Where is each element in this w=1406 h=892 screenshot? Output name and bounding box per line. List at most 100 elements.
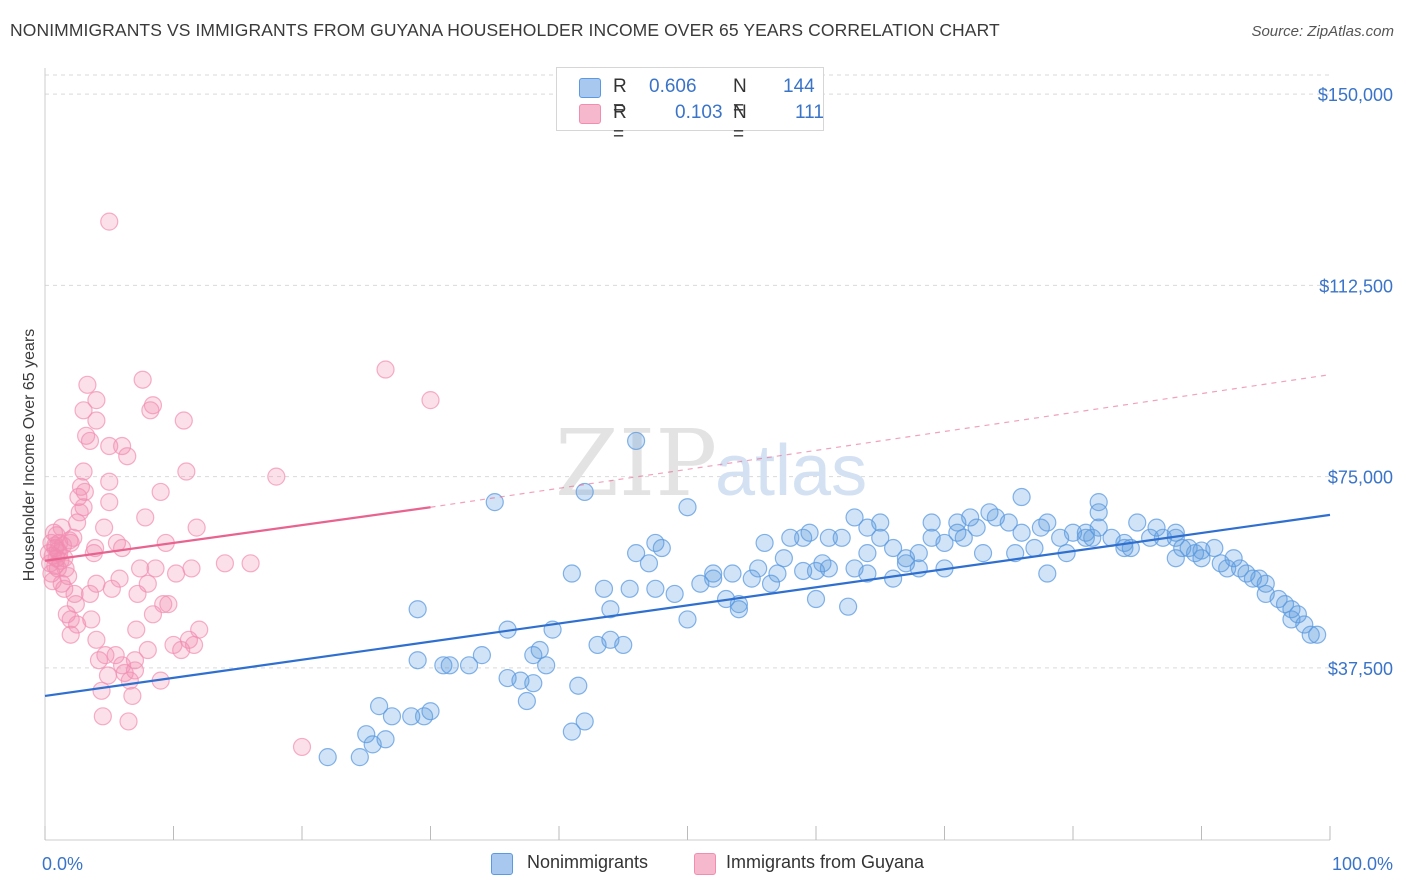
data-point-nonimmigrant xyxy=(973,544,993,563)
legend-swatch-pink xyxy=(579,104,601,124)
legend-r-label: R = xyxy=(613,102,627,145)
data-point-nonimmigrant xyxy=(819,528,838,547)
data-point-nonimmigrant xyxy=(1038,513,1057,532)
source-label: Source: ZipAtlas.com xyxy=(1251,23,1394,40)
data-point-guyana xyxy=(100,212,119,231)
data-point-guyana xyxy=(87,574,106,593)
data-point-nonimmigrant xyxy=(408,600,427,619)
data-point-guyana xyxy=(112,436,132,456)
data-point-guyana xyxy=(215,554,234,573)
data-point-nonimmigrant xyxy=(626,431,646,451)
data-point-nonimmigrant xyxy=(935,533,954,553)
data-point-nonimmigrant xyxy=(1224,549,1243,568)
data-point-nonimmigrant xyxy=(614,635,633,655)
data-point-nonimmigrant xyxy=(569,676,588,695)
data-point-guyana xyxy=(138,574,157,593)
data-point-nonimmigrant xyxy=(961,508,980,527)
data-point-guyana xyxy=(92,681,111,700)
data-point-nonimmigrant xyxy=(350,748,369,767)
data-point-guyana xyxy=(159,595,178,614)
data-point-guyana xyxy=(112,538,132,558)
data-point-guyana xyxy=(106,646,125,665)
data-point-guyana xyxy=(118,447,137,466)
data-point-guyana xyxy=(187,518,206,537)
data-point-nonimmigrant xyxy=(530,640,549,660)
data-point-nonimmigrant xyxy=(1025,538,1044,558)
data-point-guyana xyxy=(123,686,142,706)
data-point-nonimmigrant xyxy=(781,528,800,547)
data-point-guyana xyxy=(61,625,80,644)
data-point-nonimmigrant xyxy=(575,482,594,502)
data-point-guyana xyxy=(78,375,97,394)
data-point-nonimmigrant xyxy=(678,610,697,629)
data-point-guyana xyxy=(87,391,106,410)
data-point-nonimmigrant xyxy=(1089,503,1108,522)
data-point-guyana xyxy=(70,503,89,522)
legend-n-label: N = xyxy=(733,102,747,145)
data-point-nonimmigrant xyxy=(871,528,890,547)
data-point-nonimmigrant xyxy=(678,498,697,517)
trend-line-guyana xyxy=(44,506,431,562)
data-point-nonimmigrant xyxy=(729,600,749,619)
data-point-guyana xyxy=(100,472,119,491)
x-tick-label-right: 100.0% xyxy=(1332,854,1393,874)
data-point-guyana xyxy=(136,508,155,527)
data-point-nonimmigrant xyxy=(1006,544,1025,563)
y-tick-label: $112,500 xyxy=(1319,276,1393,296)
data-point-guyana xyxy=(43,572,62,591)
data-point-guyana xyxy=(421,391,440,410)
data-point-guyana xyxy=(80,584,100,604)
data-point-nonimmigrant xyxy=(408,651,427,670)
data-point-guyana xyxy=(125,651,145,670)
bottom-legend-swatch-blue xyxy=(491,853,513,875)
data-point-guyana xyxy=(59,566,78,586)
data-point-nonimmigrant xyxy=(704,569,723,588)
data-point-guyana xyxy=(376,360,395,379)
data-point-nonimmigrant xyxy=(871,513,890,532)
data-point-guyana xyxy=(267,467,286,486)
legend-swatch-blue xyxy=(579,78,601,98)
data-point-nonimmigrant xyxy=(1140,528,1160,547)
data-point-guyana xyxy=(46,536,65,555)
trend-lines xyxy=(44,374,1331,698)
data-point-guyana xyxy=(292,737,312,757)
data-point-nonimmigrant xyxy=(517,691,536,711)
data-point-nonimmigrant xyxy=(1256,574,1275,593)
y-tick-label: $150,000 xyxy=(1318,85,1393,105)
data-point-guyana xyxy=(98,666,118,685)
data-point-guyana xyxy=(100,493,119,512)
data-point-nonimmigrant xyxy=(858,544,877,563)
data-point-nonimmigrant xyxy=(639,554,659,573)
data-point-nonimmigrant xyxy=(806,589,826,609)
axes xyxy=(44,68,1331,841)
legend-r-label: R = xyxy=(613,76,627,119)
data-point-nonimmigrant xyxy=(800,523,819,542)
data-point-nonimmigrant xyxy=(1012,487,1031,507)
data-point-nonimmigrant xyxy=(646,579,665,598)
data-point-guyana xyxy=(66,595,85,614)
data-point-guyana xyxy=(52,518,71,537)
data-point-nonimmigrant xyxy=(1205,538,1224,558)
data-point-nonimmigrant xyxy=(562,722,581,741)
bottom-legend-swatch-pink xyxy=(694,853,716,875)
y-tick-labels: $37,500 $75,000 $112,500 $150,000 xyxy=(1318,85,1393,679)
data-point-nonimmigrant xyxy=(1308,625,1327,644)
watermark: ZIP atlas xyxy=(555,410,867,517)
bottom-legend-label: Nonimmigrants xyxy=(527,852,649,872)
bottom-legend-label: Immigrants from Guyana xyxy=(726,852,925,872)
data-point-guyana xyxy=(93,707,112,726)
x-tick-label-left: 0.0% xyxy=(42,854,83,874)
y-tick-label: $75,000 xyxy=(1328,468,1393,488)
chart-title: NONIMMIGRANTS VS IMMIGRANTS FROM GUYANA … xyxy=(10,20,1000,40)
data-point-nonimmigrant xyxy=(999,513,1018,532)
data-point-nonimmigrant xyxy=(402,707,421,726)
data-point-nonimmigrant xyxy=(909,544,928,563)
legend-n-label: N = xyxy=(733,76,747,119)
data-point-nonimmigrant xyxy=(1147,518,1166,537)
data-point-guyana xyxy=(87,411,106,430)
data-point-nonimmigrant xyxy=(858,564,877,583)
data-point-nonimmigrant xyxy=(620,579,639,598)
gridlines xyxy=(45,74,1330,669)
data-point-nonimmigrant xyxy=(749,559,768,578)
